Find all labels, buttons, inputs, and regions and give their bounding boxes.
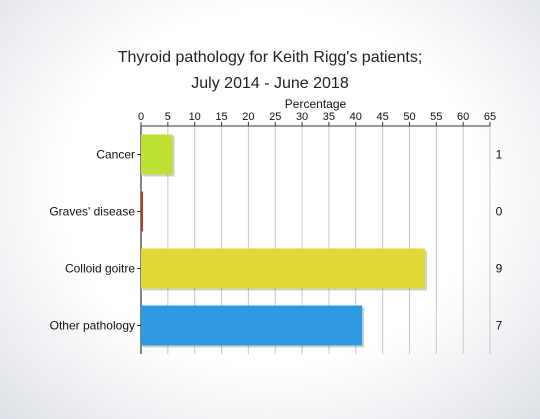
x-tick-label: 60 bbox=[457, 111, 469, 123]
x-tick-label: 25 bbox=[269, 111, 281, 123]
count-label: 0 bbox=[496, 205, 503, 219]
x-tick-label: 35 bbox=[323, 111, 335, 123]
x-tick-label: 65 bbox=[484, 111, 496, 123]
count-label: 1 bbox=[496, 148, 503, 162]
category-label: Cancer bbox=[96, 148, 135, 162]
x-axis-label: Percentage bbox=[285, 97, 347, 111]
x-tick-label: 10 bbox=[189, 111, 201, 123]
x-tick-label: 50 bbox=[403, 111, 415, 123]
x-tick-label: 5 bbox=[165, 111, 171, 123]
x-tick-label: 55 bbox=[430, 111, 442, 123]
chart-title-line-2: July 2014 - June 2018 bbox=[191, 75, 349, 92]
x-tick-label: 20 bbox=[242, 111, 254, 123]
count-label: 7 bbox=[496, 319, 503, 333]
category-label: Colloid goitre bbox=[65, 262, 135, 276]
bar bbox=[141, 134, 173, 175]
bar bbox=[141, 191, 143, 232]
x-tick-label: 15 bbox=[215, 111, 227, 123]
x-tick-label: 30 bbox=[296, 111, 308, 123]
x-tick-label: 0 bbox=[138, 111, 144, 123]
x-tick-label: 45 bbox=[376, 111, 388, 123]
x-tick-label: 40 bbox=[350, 111, 362, 123]
chart-title-line-1: Thyroid pathology for Keith Rigg's patie… bbox=[117, 49, 423, 66]
bar bbox=[141, 248, 426, 289]
category-label: Graves' disease bbox=[49, 205, 135, 219]
bar bbox=[141, 305, 363, 346]
count-label: 9 bbox=[496, 262, 503, 276]
category-label: Other pathology bbox=[50, 319, 135, 333]
